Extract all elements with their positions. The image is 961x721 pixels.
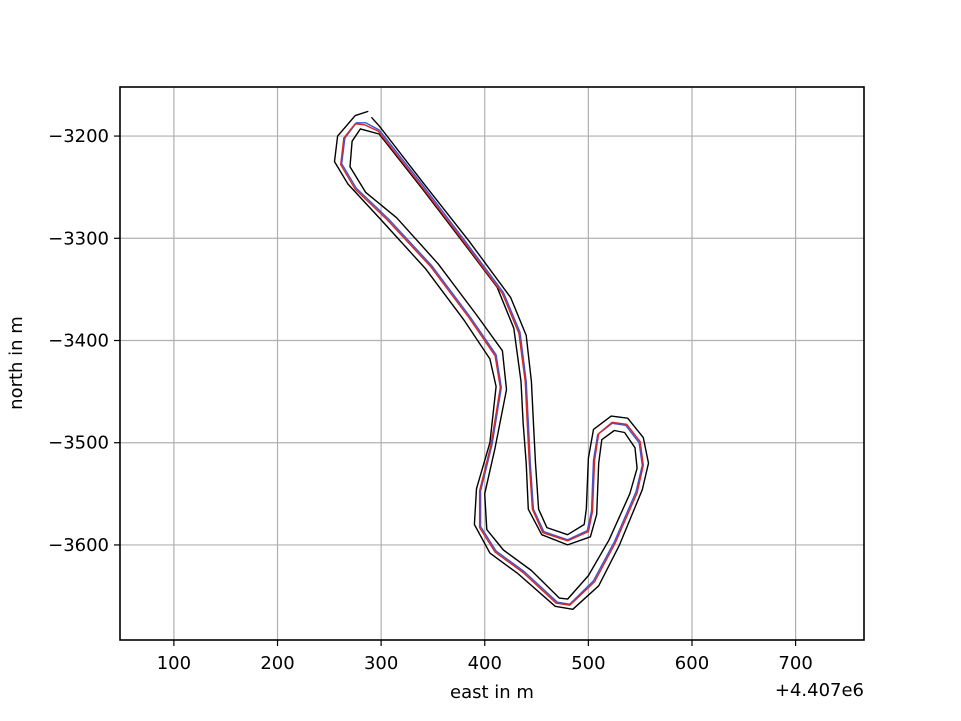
y-tick-label: −3500 (48, 433, 109, 454)
series-line-3 (341, 122, 643, 605)
plot-frame (119, 86, 865, 641)
y-tick-label: −3600 (48, 535, 109, 556)
x-tick-label: 200 (260, 653, 294, 674)
x-tick-label: 700 (778, 653, 812, 674)
series-line-1 (333, 110, 650, 610)
y-tick-label: −3400 (48, 331, 109, 352)
y-tick-label: −3300 (48, 228, 109, 249)
x-tick-label: 500 (571, 653, 605, 674)
series-line-4 (340, 123, 644, 606)
y-tick-label: −3200 (48, 126, 109, 147)
y-axis-label: north in m (6, 316, 27, 410)
tick-layer: 100 200 300 400 500 600 700 −3200 −3300 −3400 −350… (48, 126, 813, 674)
series-line-2 (349, 128, 638, 600)
grid-layer (120, 87, 864, 640)
x-tick-label: 600 (675, 653, 709, 674)
x-tick-label: 400 (468, 653, 502, 674)
x-axis-label: east in m (450, 682, 534, 703)
x-offset-label: +4.407e6 (775, 680, 864, 701)
series-layer (333, 110, 650, 610)
x-tick-label: 300 (364, 653, 398, 674)
x-tick-label: 100 (157, 653, 191, 674)
